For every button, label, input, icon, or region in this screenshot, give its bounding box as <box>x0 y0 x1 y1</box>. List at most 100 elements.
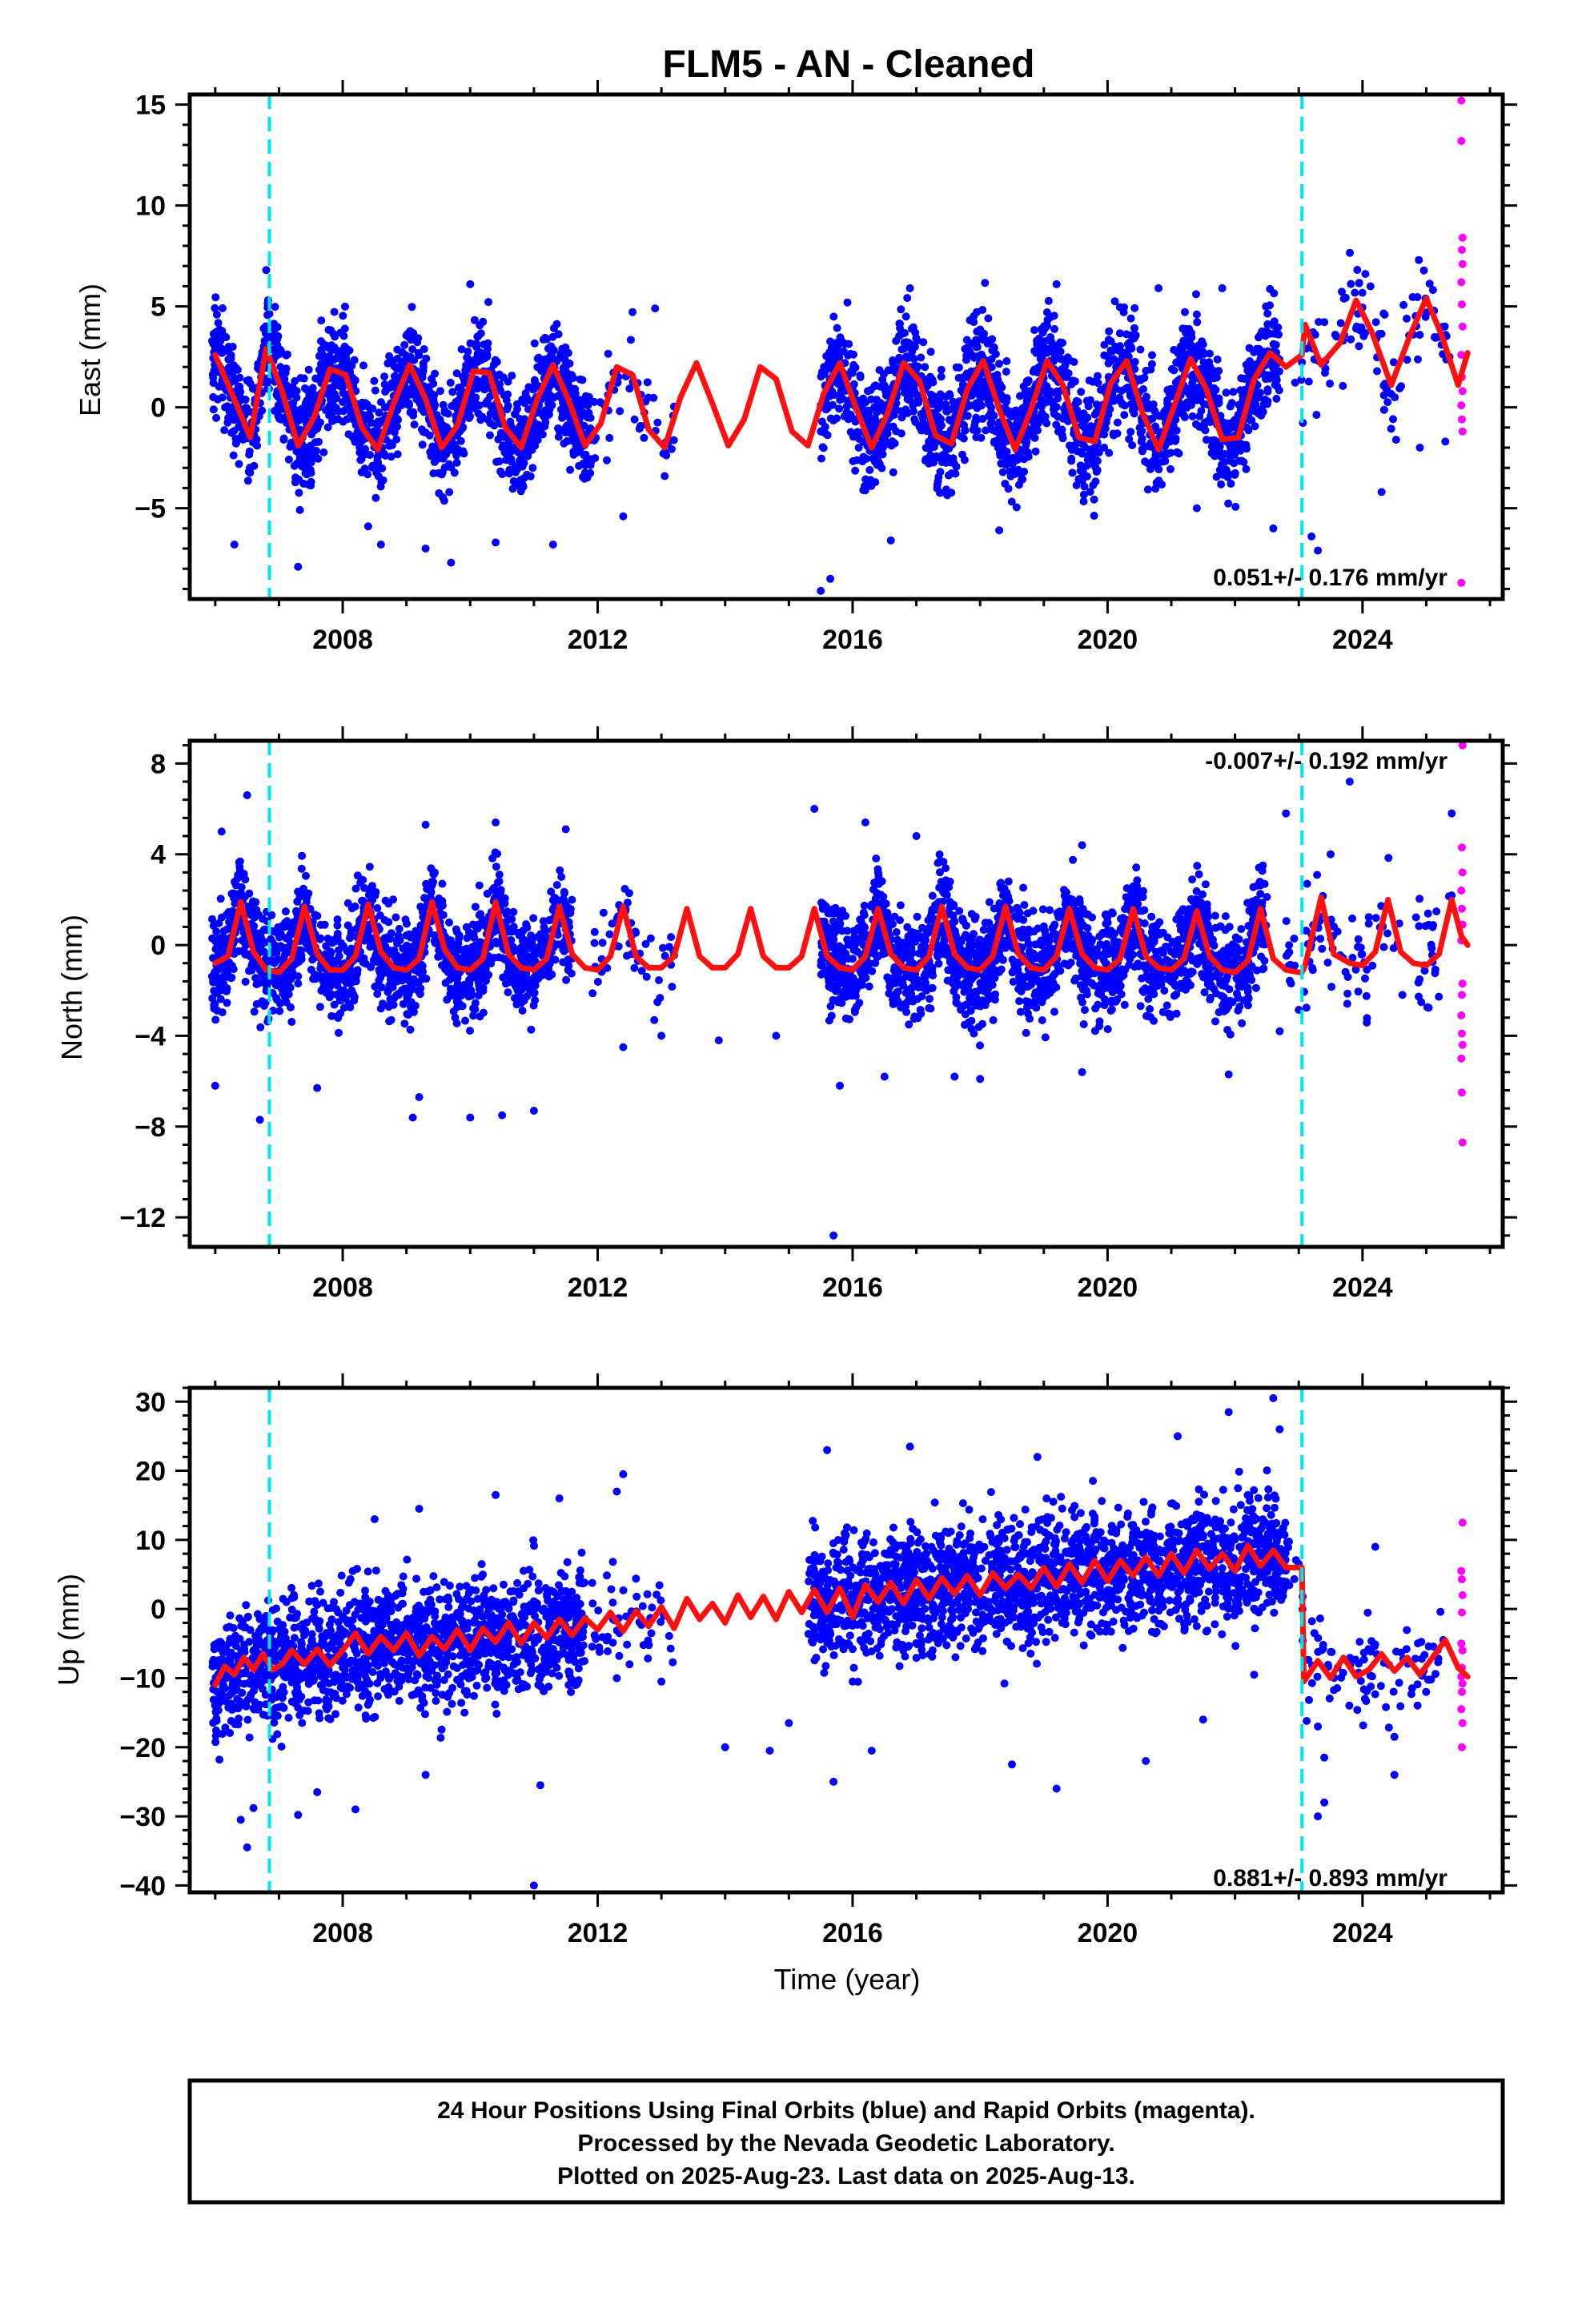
east-final-orbit-point <box>1377 488 1386 497</box>
north-final-orbit-point <box>311 911 319 919</box>
east-final-orbit-point <box>1022 376 1031 385</box>
north-final-orbit-point <box>348 990 357 998</box>
north-final-orbit-point <box>500 899 509 908</box>
north-final-orbit-point <box>529 946 537 955</box>
east-final-orbit-point <box>1217 452 1226 461</box>
east-final-orbit-point <box>1338 287 1346 296</box>
east-final-orbit-point <box>480 340 488 349</box>
east-final-orbit-point <box>954 373 963 382</box>
east-final-orbit-point <box>986 424 995 433</box>
east-final-orbit-point <box>1007 408 1016 416</box>
east-final-orbit-point <box>1125 338 1134 347</box>
east-final-orbit-point <box>835 404 844 413</box>
east-final-orbit-point <box>1041 412 1050 421</box>
east-final-orbit-point <box>440 421 448 430</box>
east-final-orbit-point <box>1202 436 1211 444</box>
east-final-orbit-point <box>295 505 304 514</box>
east-final-orbit-point <box>1415 255 1423 264</box>
north-final-orbit-point <box>315 1003 324 1011</box>
east-final-orbit-point <box>1110 297 1119 306</box>
east-final-orbit-point <box>420 363 428 371</box>
east-final-orbit-point <box>889 356 897 364</box>
east-final-orbit-point <box>880 370 888 379</box>
north-final-orbit-point <box>527 931 536 940</box>
east-final-orbit-point <box>1242 464 1251 473</box>
east-y-tick-label: 5 <box>151 292 166 323</box>
north-final-orbit-point <box>267 911 276 919</box>
east-final-orbit-point <box>269 332 278 340</box>
east-final-orbit-point <box>651 304 660 313</box>
east-final-orbit-point <box>970 353 978 362</box>
east-final-orbit-point <box>865 466 874 474</box>
north-final-orbit-point <box>302 871 310 880</box>
north-final-orbit-point <box>335 1028 343 1037</box>
north-final-orbit-point <box>252 980 261 989</box>
north-final-orbit-point <box>216 895 225 903</box>
east-x-tick-label: 2012 <box>568 625 628 655</box>
east-final-orbit-point <box>1247 406 1256 415</box>
east-final-orbit-point <box>329 329 338 338</box>
east-final-orbit-point <box>1194 341 1203 350</box>
north-final-orbit-point <box>373 904 382 912</box>
east-final-orbit-point <box>849 432 857 441</box>
east-final-orbit-point <box>265 309 274 318</box>
east-final-orbit-point <box>1074 475 1083 484</box>
east-final-orbit-point <box>1064 369 1073 378</box>
east-final-orbit-point <box>1207 448 1216 457</box>
east-final-orbit-point <box>889 468 897 476</box>
north-final-orbit-point <box>469 1004 478 1013</box>
east-final-orbit-point <box>1222 388 1231 397</box>
east-final-orbit-point <box>1339 294 1348 303</box>
east-final-orbit-point <box>357 455 366 464</box>
east-final-orbit-point <box>530 339 539 348</box>
north-final-orbit-point <box>365 862 374 871</box>
east-rapid-orbit-point <box>1458 259 1467 268</box>
east-final-orbit-point <box>274 400 283 409</box>
north-final-orbit-point <box>453 974 462 983</box>
east-final-orbit-point <box>464 354 472 363</box>
east-final-orbit-point <box>1256 388 1264 397</box>
north-final-orbit-point <box>510 994 519 1003</box>
east-final-orbit-point <box>1030 326 1038 335</box>
east-final-orbit-point <box>448 402 456 410</box>
east-final-orbit-point <box>995 360 1003 368</box>
east-final-orbit-point <box>1001 480 1010 488</box>
north-final-orbit-point <box>223 999 231 1007</box>
east-final-orbit-point <box>1387 389 1395 398</box>
east-final-orbit-point <box>332 394 341 403</box>
east-final-orbit-point <box>962 336 971 344</box>
east-final-orbit-point <box>643 378 652 387</box>
east-final-orbit-point <box>998 468 1007 476</box>
east-final-orbit-point <box>1262 372 1270 381</box>
east-rapid-orbit-point <box>1458 233 1467 242</box>
east-final-orbit-point <box>1158 480 1166 489</box>
east-final-orbit-point <box>1167 392 1176 400</box>
east-final-orbit-point <box>360 464 369 473</box>
east-final-orbit-point <box>1408 293 1417 301</box>
east-final-orbit-point <box>901 352 910 361</box>
east-final-orbit-point <box>454 445 463 454</box>
east-final-orbit-point <box>452 458 461 467</box>
north-final-orbit-point <box>288 968 297 977</box>
north-final-orbit-point <box>276 923 285 931</box>
east-final-orbit-point <box>625 384 634 393</box>
east-final-orbit-point <box>1122 330 1130 339</box>
east-final-orbit-point <box>1067 456 1076 465</box>
east-rapid-orbit-point <box>1457 137 1466 145</box>
east-final-orbit-point <box>214 319 223 328</box>
east-final-orbit-point <box>819 444 828 452</box>
east-final-orbit-point <box>288 383 297 392</box>
east-final-orbit-point <box>311 438 319 447</box>
east-final-orbit-point <box>372 468 381 477</box>
north-final-orbit-point <box>438 879 447 888</box>
east-final-orbit-point <box>1081 424 1090 433</box>
east-final-orbit-point <box>1042 419 1051 428</box>
east-final-orbit-point <box>547 392 556 400</box>
north-final-orbit-point <box>275 1007 284 1015</box>
east-final-orbit-point <box>489 360 498 369</box>
east-final-orbit-point <box>1125 435 1134 444</box>
east-final-orbit-point <box>946 391 954 400</box>
east-final-orbit-point <box>217 344 226 353</box>
east-final-orbit-point <box>1136 345 1145 354</box>
